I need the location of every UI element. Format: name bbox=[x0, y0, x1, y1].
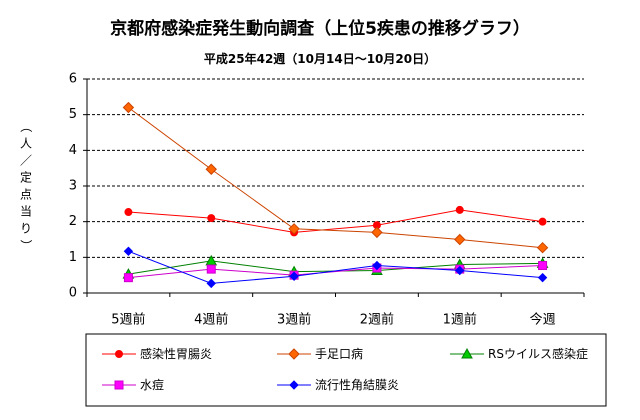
legend-item: 流行性角結膜炎 bbox=[277, 378, 399, 392]
y-axis-label-char: り bbox=[20, 222, 32, 236]
series-line bbox=[128, 265, 543, 279]
x-tick-label: 2週前 bbox=[360, 312, 394, 328]
series bbox=[123, 246, 548, 289]
y-axis-label-char: （ bbox=[19, 120, 33, 132]
legend-label: 流行性角結膜炎 bbox=[315, 378, 399, 392]
axes: 0 1 2 3 4 5 6 5週前 4週前 3週前 2週前 1週前 今週 bbox=[69, 72, 585, 328]
data-point bbox=[123, 273, 133, 283]
y-tick-label: 0 bbox=[69, 286, 77, 301]
series-layer bbox=[122, 101, 549, 289]
legend-label: 感染性胃腸炎 bbox=[140, 346, 212, 361]
y-tick-label: 2 bbox=[69, 214, 77, 229]
series-line bbox=[128, 107, 543, 249]
y-axis-label-char: ） bbox=[19, 239, 33, 251]
data-point bbox=[537, 272, 548, 283]
data-point bbox=[207, 214, 216, 223]
series bbox=[122, 101, 549, 254]
data-point bbox=[371, 226, 383, 239]
y-axis-label-char: 人 bbox=[20, 137, 32, 151]
y-tick-label: 5 bbox=[69, 107, 77, 122]
data-point bbox=[538, 261, 548, 271]
y-tick-label: 1 bbox=[69, 250, 77, 265]
data-point bbox=[289, 271, 299, 281]
legend-label: RSウイルス感染症 bbox=[488, 346, 588, 361]
x-tick-label: 4週前 bbox=[194, 312, 228, 328]
data-point bbox=[454, 233, 466, 246]
legend-item: 水痘 bbox=[102, 377, 164, 392]
y-axis-label-char: ／ bbox=[20, 154, 32, 168]
legend-item: RSウイルス感染症 bbox=[450, 346, 588, 361]
data-point bbox=[205, 163, 217, 175]
data-point bbox=[536, 241, 549, 254]
data-point bbox=[288, 348, 300, 360]
data-point bbox=[115, 350, 123, 358]
series bbox=[122, 254, 549, 279]
series-line bbox=[128, 250, 543, 284]
data-point bbox=[461, 347, 473, 359]
series bbox=[124, 205, 547, 237]
data-point bbox=[124, 208, 133, 217]
grid-lines bbox=[87, 78, 584, 258]
y-axis-label-char: 当 bbox=[20, 205, 32, 219]
legend-label: 水痘 bbox=[140, 377, 164, 392]
y-tick-label: 4 bbox=[69, 143, 77, 158]
data-point bbox=[289, 380, 299, 390]
data-point bbox=[538, 217, 547, 226]
y-tick-label: 6 bbox=[69, 72, 77, 87]
chart-subtitle: 平成25年42週（10月14日～10月20日） bbox=[204, 51, 436, 66]
data-point bbox=[288, 223, 300, 235]
y-tick-label: 3 bbox=[69, 179, 77, 194]
data-point bbox=[123, 246, 134, 256]
data-point bbox=[122, 101, 135, 114]
data-point bbox=[455, 265, 465, 276]
legend-item: 手足口病 bbox=[277, 346, 363, 361]
data-point bbox=[372, 260, 382, 271]
y-axis-label-char: 点 bbox=[20, 188, 32, 202]
legend-box bbox=[85, 333, 607, 407]
chart-title: 京都府感染症発生動向調査（上位5疾患の推移グラフ） bbox=[110, 18, 530, 39]
legend-label: 手足口病 bbox=[315, 346, 363, 361]
data-point bbox=[206, 278, 216, 289]
x-tick-label: 1週前 bbox=[443, 312, 477, 328]
x-tick-label: 3週前 bbox=[277, 312, 311, 328]
x-tick-label: 今週 bbox=[530, 312, 556, 328]
data-point bbox=[455, 205, 464, 214]
series-line bbox=[128, 209, 543, 233]
legend-item: 感染性胃腸炎 bbox=[102, 346, 212, 361]
data-point bbox=[206, 264, 216, 274]
data-point bbox=[114, 380, 124, 390]
y-axis-label-char: 定 bbox=[20, 170, 32, 185]
x-tick-label: 5週前 bbox=[111, 312, 145, 328]
